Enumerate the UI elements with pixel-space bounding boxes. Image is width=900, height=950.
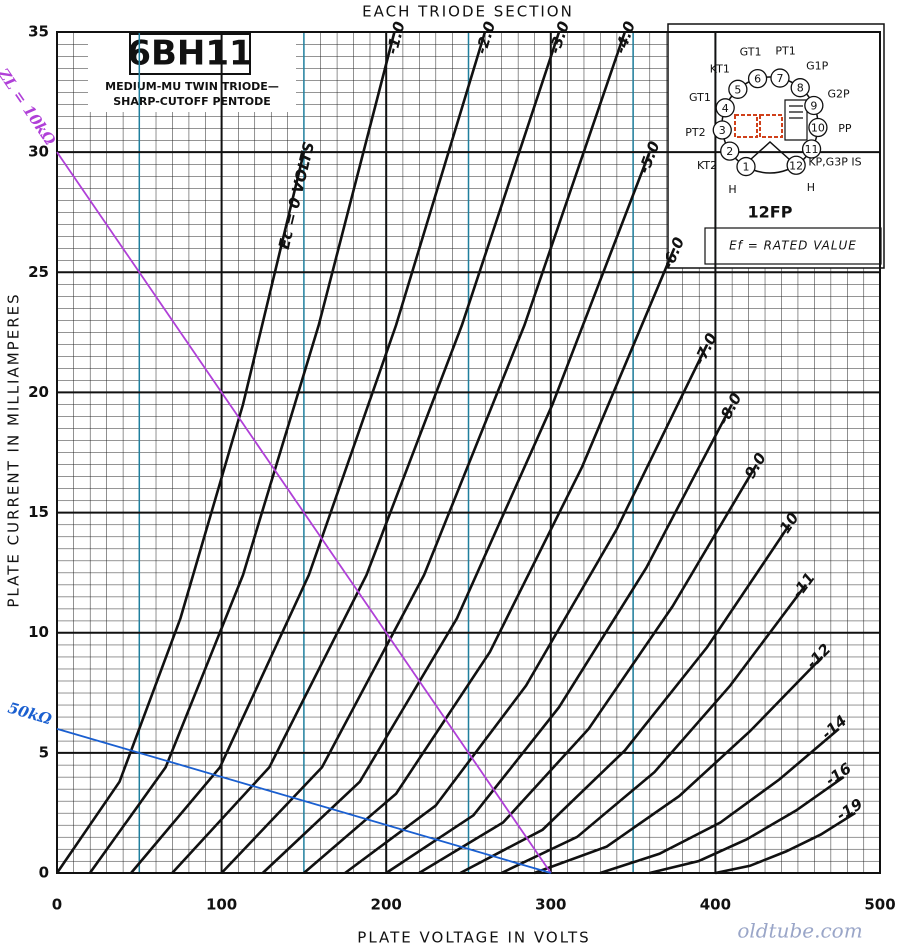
pin: [747, 68, 768, 89]
y-tick-label: 0: [39, 864, 49, 882]
pin-label: KT1: [710, 62, 730, 75]
pin: [712, 120, 732, 140]
pin-number: 7: [776, 72, 783, 85]
x-tick-label: 200: [371, 896, 402, 914]
pin-label: KT2: [697, 159, 717, 172]
y-tick-label: 25: [28, 263, 49, 281]
pin: [728, 79, 748, 99]
pin-number: 5: [734, 83, 741, 96]
curve: [533, 655, 824, 875]
pin-label: H: [807, 181, 815, 194]
y-axis-title: PLATE CURRENT IN MILLIAMPERES: [5, 292, 23, 607]
pin-label: H: [728, 183, 736, 196]
x-tick-label: 300: [535, 896, 566, 914]
y-tick-label: 10: [28, 623, 49, 641]
pin-label: GT1: [689, 91, 711, 104]
y-tick-label: 5: [39, 743, 49, 761]
note: Ef = RATED VALUE: [729, 239, 857, 253]
pin: [808, 117, 828, 138]
plot-frame: [56, 31, 881, 874]
curve: [418, 463, 758, 875]
curve: [500, 583, 807, 875]
curve: [344, 343, 709, 875]
chart-title: EACH TRIODE SECTION: [362, 3, 574, 21]
curve: [261, 151, 651, 874]
pin-number: 12: [789, 159, 803, 172]
pentode-symbol: [784, 99, 808, 141]
x-tick-label: 0: [52, 896, 62, 914]
pin: [736, 156, 756, 177]
tube-name-frame: [129, 33, 251, 75]
curve: [130, 31, 487, 874]
pin-number: 11: [805, 143, 819, 156]
pin: [804, 95, 824, 116]
pin-number: 3: [719, 124, 726, 137]
pin-label: GT1: [740, 46, 762, 59]
curve: [220, 31, 627, 874]
pin-label: G1P: [806, 60, 829, 73]
pin-label: G2P: [827, 87, 850, 100]
y-tick-label: 15: [28, 503, 49, 521]
load-line-label: ZL = 10kΩ: [0, 64, 60, 149]
pin-label: PP: [838, 122, 852, 135]
basing-code: 12FP: [748, 203, 793, 222]
pin: [715, 98, 735, 118]
pin-label: KP,G3P IS: [808, 156, 861, 169]
x-tick-label: 100: [206, 896, 237, 914]
x-axis-title: PLATE VOLTAGE IN VOLTS: [357, 929, 590, 947]
triode-symbol: [734, 114, 758, 138]
curve: [171, 31, 561, 874]
curve: [459, 523, 791, 875]
watermark: oldtube.com: [737, 919, 862, 943]
heater-symbol: [749, 140, 791, 161]
y-tick-label: 35: [28, 23, 49, 41]
pin-number: 4: [722, 102, 729, 115]
tube-name: 6BH11: [127, 34, 252, 74]
curve: [715, 811, 856, 875]
pin-number: 2: [726, 145, 733, 158]
pin-number: 1: [743, 161, 750, 174]
x-tick-label: 400: [700, 896, 731, 914]
tube-description: MEDIUM-MU TWIN TRIODE—: [105, 80, 279, 93]
pin-number: 8: [797, 82, 804, 95]
pin-label: PT2: [685, 126, 705, 139]
load-line-label: 50kΩ: [6, 699, 54, 729]
pin: [801, 139, 822, 159]
pin-label: PT1: [775, 45, 795, 58]
curve: [55, 151, 306, 874]
x-tick-label: 500: [864, 896, 895, 914]
pin: [770, 68, 790, 88]
curve: [599, 727, 840, 875]
pin-number: 10: [811, 122, 825, 135]
pin: [790, 78, 810, 98]
curve: [303, 247, 676, 874]
load-line: [56, 151, 552, 874]
triode-symbol: [759, 114, 783, 138]
y-tick-label: 20: [28, 383, 49, 401]
curve: [385, 403, 734, 875]
curve: [649, 775, 845, 875]
pin: [786, 155, 806, 175]
pin-number: 9: [810, 99, 817, 112]
pin-number: 6: [754, 73, 761, 86]
curve: [88, 31, 396, 874]
pin: [720, 141, 740, 161]
y-tick-label: 30: [28, 143, 49, 161]
load-line: [56, 727, 552, 874]
tube-description: SHARP-CUTOFF PENTODE: [113, 95, 271, 108]
